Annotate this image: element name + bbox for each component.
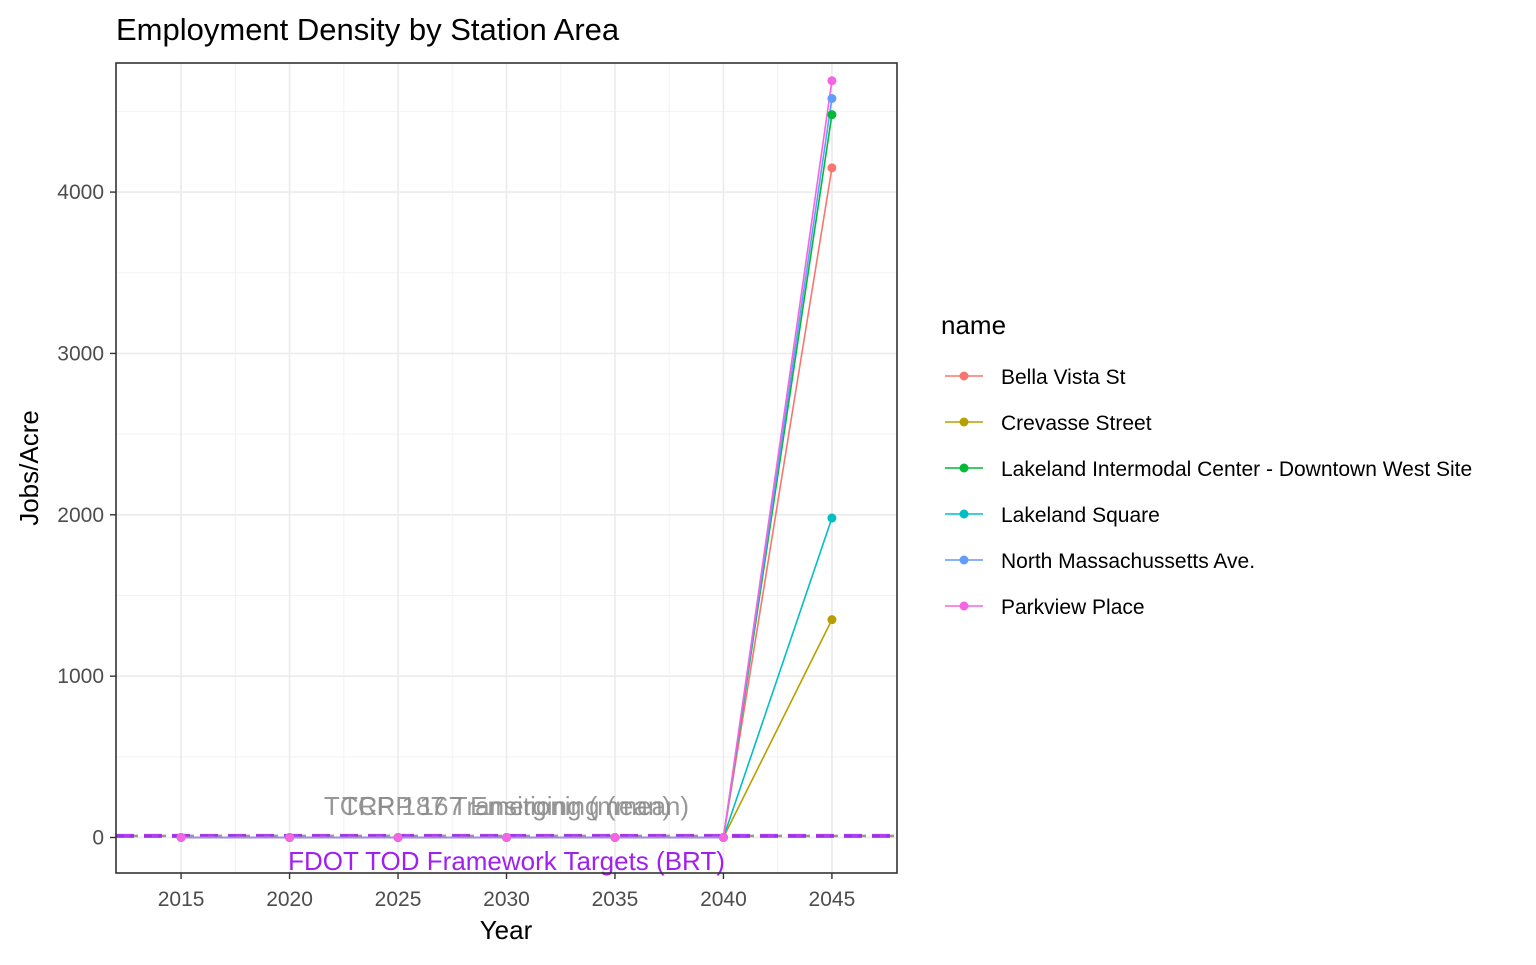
y-axis: 0 1000 2000 3000 4000 — [57, 181, 116, 850]
legend-key-point — [959, 463, 969, 473]
x-axis-label: Year — [480, 915, 533, 945]
legend-label: Lakeland Square — [1001, 504, 1160, 527]
data-point — [827, 513, 837, 523]
x-tick-label: 2045 — [809, 888, 856, 911]
legend-key-point — [959, 601, 969, 611]
legend-label: Crevasse Street — [1001, 412, 1152, 435]
legend-label: Bella Vista St — [1001, 366, 1126, 389]
data-point — [718, 833, 728, 843]
reference-label: TCRP 187 Transitioning (mean) — [324, 791, 689, 821]
data-point — [393, 833, 403, 843]
chart-title: Employment Density by Station Area — [116, 12, 620, 47]
y-tick-label: 2000 — [57, 504, 104, 527]
y-tick-label: 3000 — [57, 342, 104, 365]
reference-label: TCRP 167 Emerging (mean) — [342, 791, 671, 821]
legend-items: Bella Vista St Crevasse Street Lakeland In… — [945, 366, 1472, 619]
data-point — [827, 110, 837, 120]
legend-title: name — [941, 310, 1006, 340]
data-point — [827, 93, 837, 103]
reference-labels: TCRP 167 Emerging (mean)TCRP 187 Transit… — [288, 791, 725, 876]
legend-label: Lakeland Intermodal Center - Downtown We… — [1001, 458, 1472, 481]
data-point — [827, 76, 837, 86]
x-tick-label: 2030 — [483, 888, 530, 911]
legend-key-point — [959, 509, 969, 519]
data-point — [285, 833, 295, 843]
reference-lines — [116, 833, 897, 838]
series-points — [176, 76, 837, 843]
y-tick-label: 1000 — [57, 665, 104, 688]
x-tick-label: 2040 — [700, 888, 747, 911]
reference-label: FDOT TOD Framework Targets (BRT) — [288, 846, 725, 876]
legend-label: North Massachussetts Ave. — [1001, 550, 1255, 573]
x-tick-label: 2035 — [592, 888, 639, 911]
data-point — [502, 833, 511, 843]
data-point — [176, 833, 186, 843]
x-tick-label: 2020 — [266, 888, 313, 911]
legend: name Bella Vista St Crevasse Street Lakela… — [941, 310, 1472, 619]
legend-key-point — [959, 371, 969, 381]
y-tick-label: 0 — [92, 827, 104, 850]
x-axis: 2015 2020 2025 2030 2035 2040 2045 — [158, 873, 856, 911]
data-point — [610, 833, 620, 843]
x-tick-label: 2015 — [158, 888, 205, 911]
x-tick-label: 2025 — [375, 888, 422, 911]
legend-key-point — [959, 417, 969, 427]
y-tick-label: 4000 — [57, 181, 104, 204]
y-axis-label: Jobs/Acre — [14, 410, 44, 526]
data-point — [827, 163, 837, 173]
data-point — [827, 615, 837, 625]
legend-key-point — [959, 555, 969, 565]
legend-label: Parkview Place — [1001, 596, 1145, 619]
